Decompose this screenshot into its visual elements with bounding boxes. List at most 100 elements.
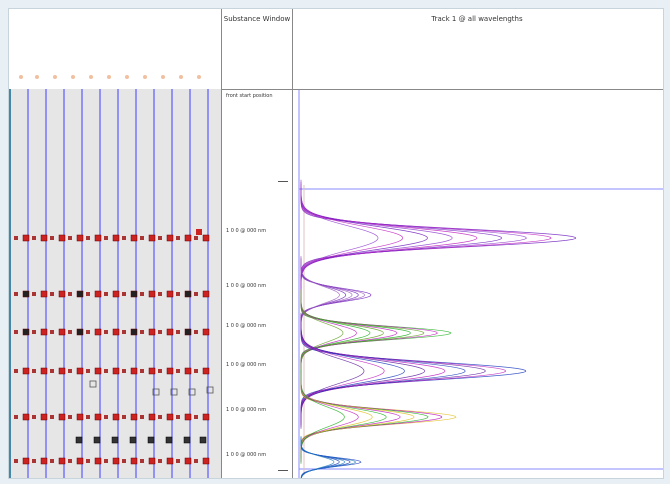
peak-trace (300, 440, 357, 478)
spot-small (68, 236, 72, 240)
spot-small (194, 292, 198, 296)
lane-marker (35, 75, 39, 79)
spot-small (50, 415, 54, 419)
spot-small (158, 292, 162, 296)
start-marker (278, 470, 288, 471)
spot-small (14, 330, 18, 334)
plate-panel (9, 9, 221, 478)
spot-outline (188, 388, 196, 396)
spot (166, 290, 174, 298)
substance-label: 1 0 0 @ 000 nm (226, 228, 267, 234)
spot-small (194, 330, 198, 334)
spot (112, 457, 120, 465)
spot (58, 234, 66, 242)
peak-trace (300, 260, 359, 329)
spot-small (194, 459, 198, 463)
spot (148, 367, 156, 375)
spot-small (86, 292, 90, 296)
substance-column: Substance Window front start position 1 … (221, 9, 293, 478)
spot-small (32, 369, 36, 373)
spot-outline (206, 386, 214, 394)
spot (184, 234, 192, 242)
spot-small (176, 236, 180, 240)
spot (58, 290, 66, 298)
spot-small (122, 415, 126, 419)
peak-trace (300, 300, 438, 366)
lane-marker (71, 75, 75, 79)
spot (130, 328, 138, 336)
densitogram[interactable] (291, 90, 663, 478)
spot-small (50, 369, 54, 373)
spot-small (68, 292, 72, 296)
spot-dark (129, 436, 137, 444)
spot (94, 457, 102, 465)
peak-trace (300, 181, 404, 294)
spot-small (140, 292, 144, 296)
peak-trace (300, 436, 335, 478)
spot (166, 328, 174, 336)
spot-small (122, 369, 126, 373)
spot (112, 413, 120, 421)
spot (40, 290, 48, 298)
header-divider (291, 89, 663, 90)
spot (130, 413, 138, 421)
spot-small (32, 292, 36, 296)
spot-small (32, 459, 36, 463)
spot (22, 234, 30, 242)
spot (196, 229, 202, 235)
spot-outline (89, 380, 97, 388)
spot (202, 367, 210, 375)
spot-small (104, 330, 108, 334)
spot (184, 328, 192, 336)
spot (166, 413, 174, 421)
spot-small (68, 369, 72, 373)
spot (76, 234, 84, 242)
spot-dark (183, 436, 191, 444)
spot-small (14, 369, 18, 373)
spot (130, 457, 138, 465)
spot (40, 328, 48, 336)
lane-marker (161, 75, 165, 79)
spot (112, 367, 120, 375)
spot-small (140, 459, 144, 463)
spot (76, 457, 84, 465)
substance-label: 1 0 0 @ 000 nm (226, 323, 267, 329)
spot (94, 328, 102, 336)
spot-small (122, 236, 126, 240)
spot-outline (152, 388, 160, 396)
spot-small (104, 415, 108, 419)
spot-dark (75, 436, 83, 444)
spot (40, 234, 48, 242)
spot (148, 457, 156, 465)
spot-small (176, 292, 180, 296)
spot (58, 328, 66, 336)
peak-trace (300, 179, 379, 296)
lanes-canvas[interactable] (9, 89, 221, 478)
track-header: Track 1 @ all wavelengths (431, 15, 523, 23)
peak-trace (300, 329, 527, 413)
spot-small (158, 369, 162, 373)
spot (130, 234, 138, 242)
spot (22, 290, 30, 298)
spot (94, 234, 102, 242)
plate-header (9, 9, 221, 90)
spot-small (140, 236, 144, 240)
peak-trace (300, 312, 365, 429)
lane-marker (197, 75, 201, 79)
spot-small (122, 330, 126, 334)
peak-trace (300, 297, 411, 369)
spot (58, 457, 66, 465)
spot-small (14, 415, 18, 419)
spot (76, 413, 84, 421)
spot (76, 290, 84, 298)
lane-marker (19, 75, 23, 79)
spot-small (86, 415, 90, 419)
peak-trace (300, 183, 428, 292)
substance-label: 1 0 0 @ 000 nm (226, 362, 267, 368)
spot-small (122, 292, 126, 296)
spot-small (32, 330, 36, 334)
spot-small (50, 292, 54, 296)
header-divider (222, 89, 292, 90)
spot (76, 367, 84, 375)
peak-trace (300, 378, 415, 456)
